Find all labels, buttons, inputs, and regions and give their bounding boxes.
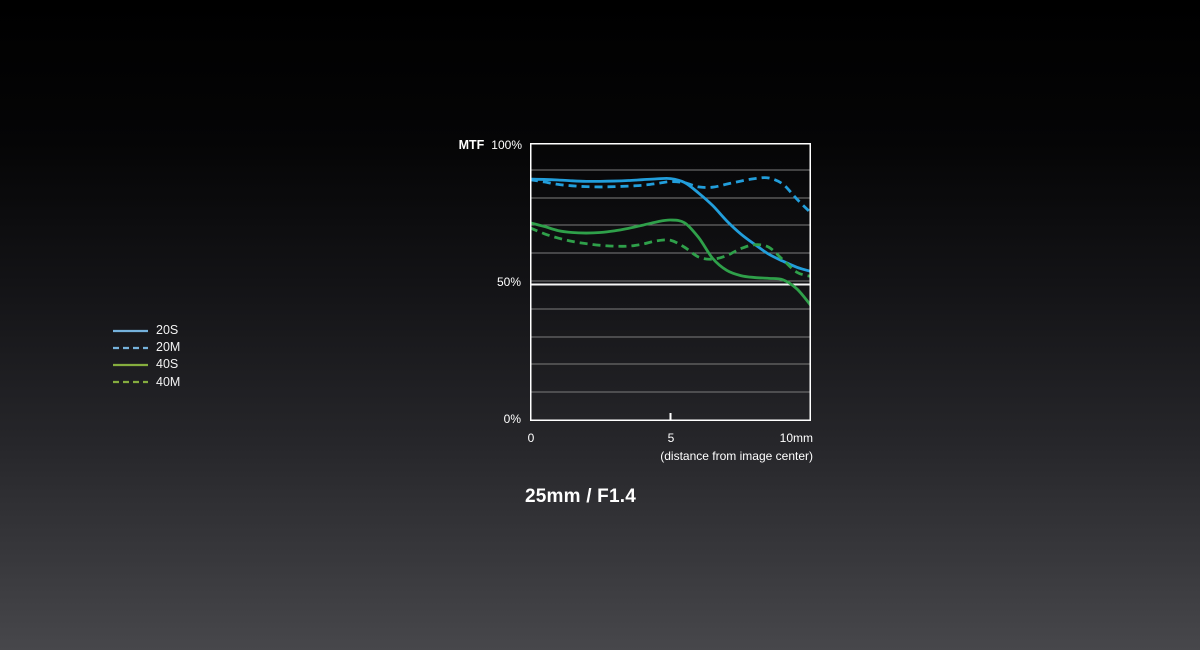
series-20m — [529, 176, 812, 215]
x-axis-caption: (distance from image center) — [660, 449, 813, 463]
legend-item-20s: 20S — [112, 322, 180, 339]
series-40m — [529, 226, 812, 278]
y-axis-header: MTF 100% — [440, 139, 522, 152]
legend-label-40s: 40S — [156, 357, 179, 372]
x-tick-5: 5 — [667, 431, 675, 445]
legend-label-40m: 40M — [156, 374, 181, 389]
legend-line-40m-icon — [113, 381, 148, 384]
mtf-plot-area — [529, 143, 813, 421]
legend-label-20m: 20M — [156, 340, 181, 355]
legend-item-20m: 20M — [112, 339, 180, 356]
series-20s — [529, 176, 812, 273]
mtf-plot-svg — [529, 143, 813, 421]
legend-line-20m-icon — [113, 346, 148, 349]
x-tick-0: 0 — [527, 431, 535, 445]
legend-item-40m: 40M — [112, 374, 180, 391]
x-tick-10mm: 10mm — [779, 431, 813, 445]
y-axis-title: MTF — [458, 138, 485, 152]
legend-line-20s-icon — [113, 329, 148, 332]
legend-item-40s: 40S — [112, 356, 180, 373]
y-tick-0: 0% — [503, 412, 521, 426]
legend-line-40s-icon — [113, 363, 148, 367]
legend: 20S 20M 40S 40M — [112, 322, 180, 391]
y-tick-100: 100% — [491, 138, 522, 152]
series-40s — [529, 218, 813, 307]
lens-title: 25mm / F1.4 — [525, 486, 636, 507]
legend-label-20s: 20S — [156, 323, 179, 338]
y-tick-50: 50% — [496, 275, 521, 289]
